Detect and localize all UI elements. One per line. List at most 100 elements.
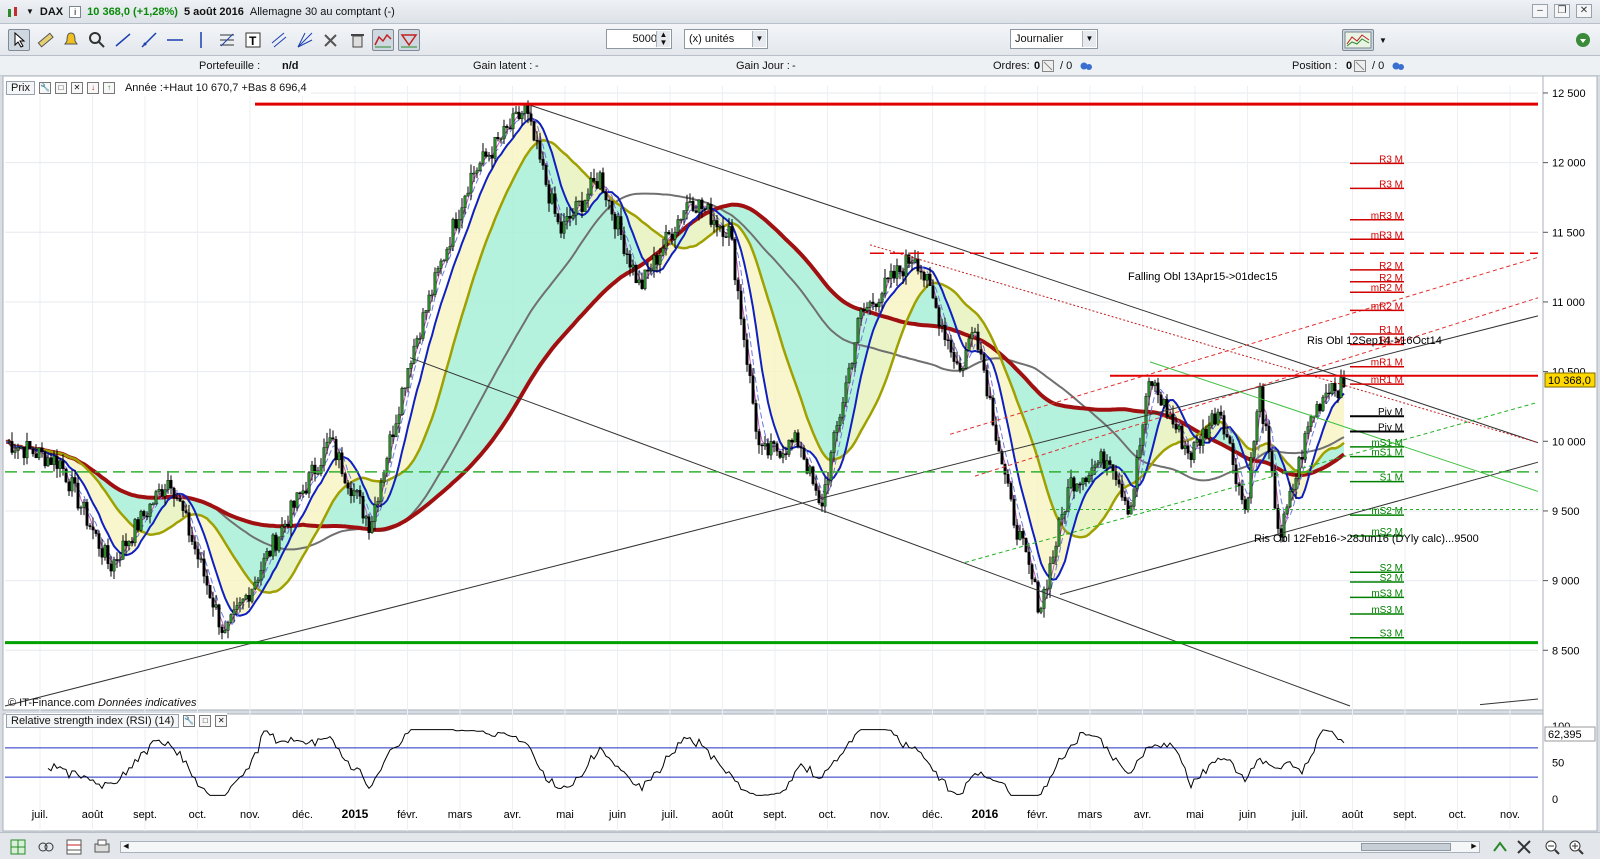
candle-body xyxy=(136,519,140,531)
pivot-label: mS2 M xyxy=(1371,527,1403,538)
maximize-panel-icon[interactable]: □ xyxy=(199,715,212,727)
orders-settings-icon[interactable] xyxy=(1079,60,1093,75)
candle-body xyxy=(10,441,14,453)
horizontal-line-icon[interactable] xyxy=(164,29,186,51)
vertical-line-icon[interactable] xyxy=(190,29,212,51)
candle-body xyxy=(355,490,359,492)
indicators-dropdown-icon[interactable]: ▼ xyxy=(1379,35,1387,45)
link-icon[interactable] xyxy=(38,839,54,855)
candle-body xyxy=(259,570,263,581)
y-tick-label: 12 000 xyxy=(1552,158,1586,170)
zoom-icon[interactable] xyxy=(86,29,108,51)
candle-body xyxy=(106,545,110,564)
candle-body xyxy=(247,595,251,602)
pattern-icon[interactable] xyxy=(398,29,420,51)
quantity-input[interactable]: 5000 ▲ ▼ xyxy=(606,29,672,49)
falling-channel-line xyxy=(409,357,1351,707)
candle-body xyxy=(901,271,905,277)
ray-line-icon[interactable] xyxy=(138,29,160,51)
candle-body xyxy=(436,268,440,273)
candle-body xyxy=(910,262,914,264)
quantity-stepper[interactable]: ▲ ▼ xyxy=(656,31,670,47)
info-icon[interactable]: i xyxy=(69,5,82,18)
candle-body xyxy=(556,213,560,223)
x-tick-label: sept. xyxy=(763,809,787,821)
candle-body xyxy=(517,111,521,120)
chevron-down-icon[interactable]: ▼ xyxy=(752,31,766,47)
candle-body xyxy=(490,155,494,159)
ris-obl-lower-line xyxy=(1059,461,1539,596)
candle-body xyxy=(805,459,809,474)
pivot-label: mS3 M xyxy=(1371,588,1403,599)
fibonacci-icon[interactable] xyxy=(216,29,238,51)
layout-icon[interactable] xyxy=(66,839,82,855)
orders-detail-icon[interactable] xyxy=(1042,60,1054,75)
candle-body xyxy=(352,490,356,497)
time-scrollbar[interactable]: ◀ ▶ xyxy=(120,841,1480,853)
collapse-toolbar-icon[interactable] xyxy=(1572,29,1594,51)
price-panel-title[interactable]: Prix xyxy=(6,81,35,95)
symbol-label[interactable]: DAX xyxy=(39,5,64,18)
ruler-icon[interactable] xyxy=(34,29,56,51)
scroll-right-icon[interactable]: ▶ xyxy=(1471,843,1477,850)
alert-bell-icon[interactable] xyxy=(60,29,82,51)
candle-body xyxy=(751,375,755,404)
minimize-icon[interactable]: – xyxy=(1532,4,1548,18)
move-up-icon[interactable]: ↑ xyxy=(102,82,115,94)
candle-body xyxy=(700,199,704,210)
wrench-icon[interactable]: 🔧 xyxy=(38,82,51,94)
tools-icon[interactable] xyxy=(320,29,342,51)
candle-body xyxy=(499,138,503,141)
trash-icon[interactable] xyxy=(346,29,368,51)
candle-body xyxy=(76,482,80,509)
candle-body xyxy=(1228,436,1232,444)
candle-body xyxy=(325,442,329,448)
grid-view-icon[interactable] xyxy=(10,839,26,855)
green-dashed-channel xyxy=(964,401,1539,563)
candle-body xyxy=(427,294,431,311)
x-tick-label: avr. xyxy=(1134,809,1152,821)
candle-body xyxy=(1246,497,1250,511)
move-down-icon[interactable]: ↓ xyxy=(86,82,99,94)
position-settings-icon[interactable] xyxy=(1391,60,1405,75)
rsi-panel-title[interactable]: Relative strength index (RSI) (14) xyxy=(6,714,180,728)
print-icon[interactable] xyxy=(94,839,110,855)
close-panel-icon[interactable]: ✕ xyxy=(70,82,83,94)
chart-style-icon[interactable] xyxy=(372,29,394,51)
channel-icon[interactable] xyxy=(268,29,290,51)
expand-icon[interactable] xyxy=(1516,839,1532,855)
candle-body xyxy=(85,501,89,526)
candle-body xyxy=(976,331,980,350)
candle-body xyxy=(232,609,236,615)
candle-body xyxy=(703,208,707,211)
candle-body xyxy=(70,477,74,492)
zoom-out-icon[interactable] xyxy=(1544,839,1560,855)
candle-body xyxy=(946,339,950,341)
text-tool-icon[interactable]: T xyxy=(242,29,264,51)
candle-body xyxy=(793,432,797,443)
fan-lines-icon[interactable] xyxy=(294,29,316,51)
compress-icon[interactable] xyxy=(1492,839,1508,855)
x-tick-label: mars xyxy=(448,809,473,821)
zoom-in-icon[interactable] xyxy=(1568,839,1584,855)
maximize-panel-icon[interactable]: □ xyxy=(54,82,67,94)
units-select[interactable]: (x) unités ▼ xyxy=(684,29,768,49)
restore-icon[interactable]: ❐ xyxy=(1554,4,1570,18)
wrench-icon[interactable]: 🔧 xyxy=(183,715,196,727)
close-icon[interactable]: ✕ xyxy=(1576,4,1592,18)
x-tick-label: août xyxy=(1342,809,1363,821)
x-tick-label: déc. xyxy=(922,809,943,821)
position-detail-icon[interactable] xyxy=(1354,60,1366,75)
candle-body xyxy=(787,439,791,455)
close-panel-icon[interactable]: ✕ xyxy=(215,715,228,727)
trendline-icon[interactable] xyxy=(112,29,134,51)
period-select[interactable]: Journalier ▼ xyxy=(1010,29,1098,49)
indicators-icon[interactable] xyxy=(1342,29,1374,51)
pointer-tool-icon[interactable] xyxy=(8,29,30,51)
candle-body xyxy=(559,221,563,234)
symbol-dropdown-icon[interactable]: ▼ xyxy=(26,7,34,16)
scroll-left-icon[interactable]: ◀ xyxy=(123,843,129,850)
scrollbar-thumb[interactable] xyxy=(1361,843,1451,851)
chevron-down-icon[interactable]: ▼ xyxy=(1082,31,1096,47)
